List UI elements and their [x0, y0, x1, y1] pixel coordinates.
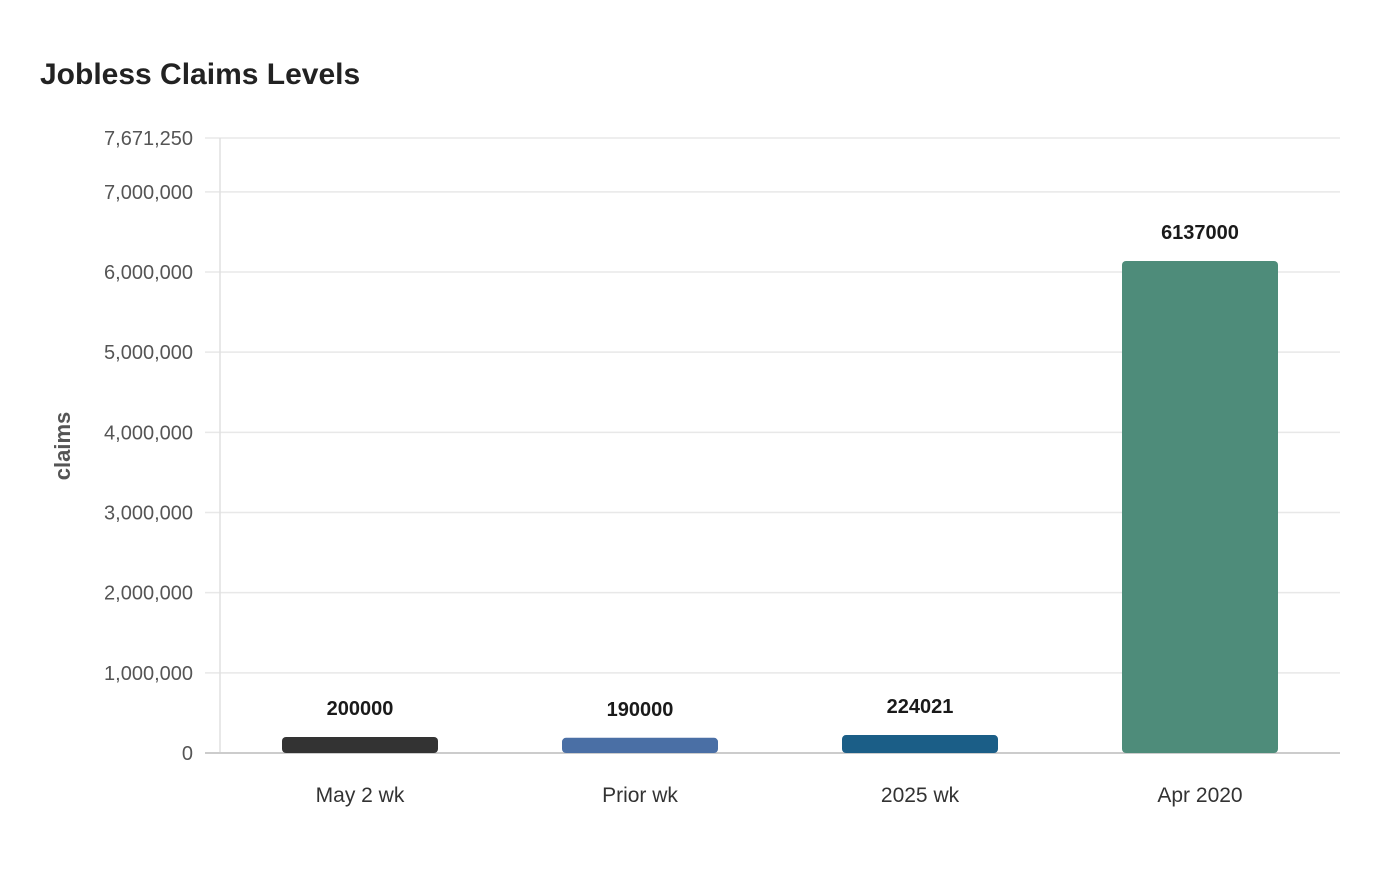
- y-tick-label: 4,000,000: [104, 422, 193, 444]
- x-tick-label: Apr 2020: [1157, 784, 1242, 807]
- x-tick-labels: May 2 wk Prior wk 2025 wk Apr 2020: [316, 784, 1243, 807]
- y-tick-labels: 0 1,000,000 2,000,000 3,000,000 4,000,000 5,0…: [104, 128, 193, 765]
- y-tick-label: 5,000,000: [104, 342, 193, 364]
- y-tick-label: 7,671,250: [104, 128, 193, 150]
- y-tick-label: 0: [182, 743, 193, 765]
- data-label: 190000: [607, 699, 674, 721]
- bar: [562, 737, 718, 753]
- y-tick-label: 6,000,000: [104, 262, 193, 284]
- y-tick-label: 7,000,000: [104, 182, 193, 204]
- y-tick-label: 2,000,000: [104, 583, 193, 605]
- grid-lines: [205, 137, 1340, 674]
- data-label: 224021: [887, 696, 954, 718]
- y-tick-label: 3,000,000: [104, 502, 193, 524]
- data-label: 200000: [327, 698, 394, 720]
- bars: [282, 261, 1278, 753]
- bar: [1122, 261, 1278, 753]
- x-tick-label: 2025 wk: [881, 784, 960, 807]
- chart-title: Jobless Claims Levels: [40, 58, 361, 91]
- data-labels: 200000 190000 224021 6137000: [327, 222, 1239, 721]
- x-tick-label: Prior wk: [602, 784, 678, 807]
- bar: [842, 735, 998, 753]
- data-label: 6137000: [1161, 222, 1239, 244]
- x-tick-label: May 2 wk: [316, 784, 405, 807]
- bar: [282, 736, 438, 753]
- y-tick-label: 1,000,000: [104, 663, 193, 685]
